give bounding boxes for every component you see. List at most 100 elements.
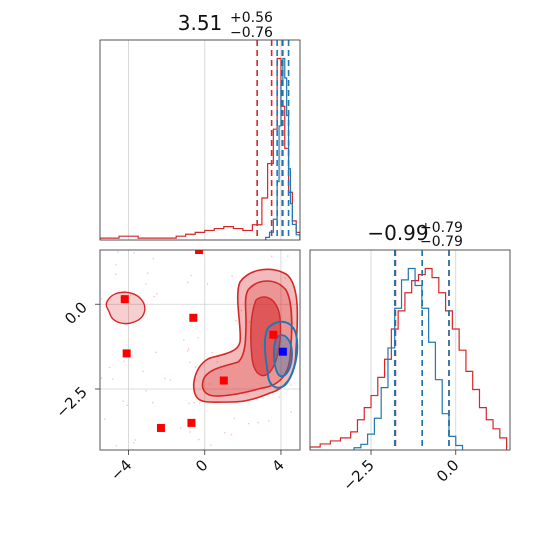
title-param1-value: 3.51 <box>178 11 223 35</box>
sample-point <box>132 441 135 444</box>
x-tick-labels-param2: −2.5 0.0 <box>339 450 463 495</box>
sample-point <box>193 401 195 404</box>
sample-point <box>117 251 119 253</box>
sample-point <box>210 444 212 446</box>
sample-point <box>169 379 172 381</box>
sample-point <box>287 255 289 257</box>
sample-point <box>216 360 218 363</box>
sample-point <box>198 438 200 441</box>
red-histogram-param1 <box>100 57 300 240</box>
red-marker <box>120 295 129 304</box>
red-marker <box>195 250 204 254</box>
sample-point <box>189 431 191 433</box>
sample-point <box>133 252 135 254</box>
sample-point <box>197 337 199 339</box>
x-tick-labels-param1: −4 0 4 <box>107 450 288 484</box>
red-marker <box>187 418 196 427</box>
title-param1: 3.51 <box>178 11 223 35</box>
sample-point <box>126 404 129 407</box>
y-tick-labels-param2: −2.5 0.0 <box>52 298 100 422</box>
sample-point <box>231 275 233 277</box>
blue-marker <box>278 347 287 356</box>
title-param1-upper: +0.56 <box>230 10 273 26</box>
blue-contour-outer <box>263 320 299 389</box>
sample-point <box>284 277 287 279</box>
sample-point <box>233 417 236 420</box>
sample-point <box>188 402 190 405</box>
title-param2-lower: −0.79 <box>420 234 463 250</box>
x-tick-label-param1: 0 <box>192 456 211 475</box>
sample-point <box>208 383 211 385</box>
sample-point <box>123 360 125 362</box>
blue-histogram-param2 <box>353 267 464 450</box>
sample-point <box>186 281 189 284</box>
histogram-panel-param2 <box>309 249 511 451</box>
red-marker <box>156 423 165 432</box>
sample-point <box>134 439 137 441</box>
sample-point <box>257 421 259 424</box>
sample-point <box>100 297 103 300</box>
sample-point <box>163 377 166 380</box>
sample-point <box>183 339 185 341</box>
sample-point <box>278 396 281 398</box>
sample-point <box>156 292 158 295</box>
red-marker <box>219 376 228 385</box>
panel-frame <box>309 249 511 451</box>
sample-point <box>194 366 197 368</box>
panel-frame <box>99 249 301 451</box>
sample-point <box>270 255 273 258</box>
sample-point <box>267 420 270 422</box>
histogram-panel-param1 <box>99 39 301 241</box>
sample-point <box>179 427 182 429</box>
sample-point <box>198 402 201 404</box>
sample-point <box>235 319 237 322</box>
title-param2-upper: +0.79 <box>420 220 463 236</box>
sample-point <box>153 295 155 298</box>
red-histogram-param2 <box>310 267 508 450</box>
sample-point <box>145 283 147 285</box>
sample-point <box>142 370 144 373</box>
y-tick-label-param2: −2.5 <box>52 383 90 421</box>
sample-point <box>206 283 209 285</box>
x-tick-label-param2: 0.0 <box>433 456 463 486</box>
title-param2: −0.99 <box>367 221 428 245</box>
sample-point <box>152 401 154 404</box>
x-tick-label-param1: 4 <box>268 456 287 475</box>
sample-point <box>145 389 147 392</box>
sample-point <box>247 422 250 425</box>
x-tick-label-param1: −4 <box>107 456 135 484</box>
sample-point <box>100 377 103 379</box>
sample-point <box>122 400 124 403</box>
sample-point <box>186 350 189 352</box>
sample-point <box>108 366 111 369</box>
sample-point <box>104 418 106 420</box>
sample-point <box>187 347 190 350</box>
title-param2-value: −0.99 <box>367 221 428 245</box>
sample-point <box>224 431 226 434</box>
sample-point <box>115 444 118 447</box>
sample-point <box>190 274 193 277</box>
scatter-contour-panel <box>99 249 301 451</box>
blue-histogram-param1 <box>265 57 300 240</box>
red-marker <box>122 349 131 358</box>
panel-frame <box>99 39 301 241</box>
title-param1-lower: −0.76 <box>230 25 273 41</box>
sample-point <box>211 351 213 354</box>
sample-point <box>112 378 114 380</box>
sample-point <box>114 273 117 276</box>
sample-point <box>219 368 222 371</box>
x-tick-label-param2: −2.5 <box>339 456 377 494</box>
blue-contour-inner <box>273 334 293 378</box>
sample-point <box>248 321 251 323</box>
red-contour-island <box>105 291 146 325</box>
red-marker <box>189 313 198 322</box>
sample-point <box>230 433 233 436</box>
sample-point <box>290 384 292 386</box>
sample-point <box>115 263 117 266</box>
sample-point <box>155 351 157 354</box>
sample-point <box>129 294 132 297</box>
sample-point <box>240 309 243 312</box>
sample-point <box>290 411 292 413</box>
y-tick-label-param2: 0.0 <box>61 298 91 328</box>
